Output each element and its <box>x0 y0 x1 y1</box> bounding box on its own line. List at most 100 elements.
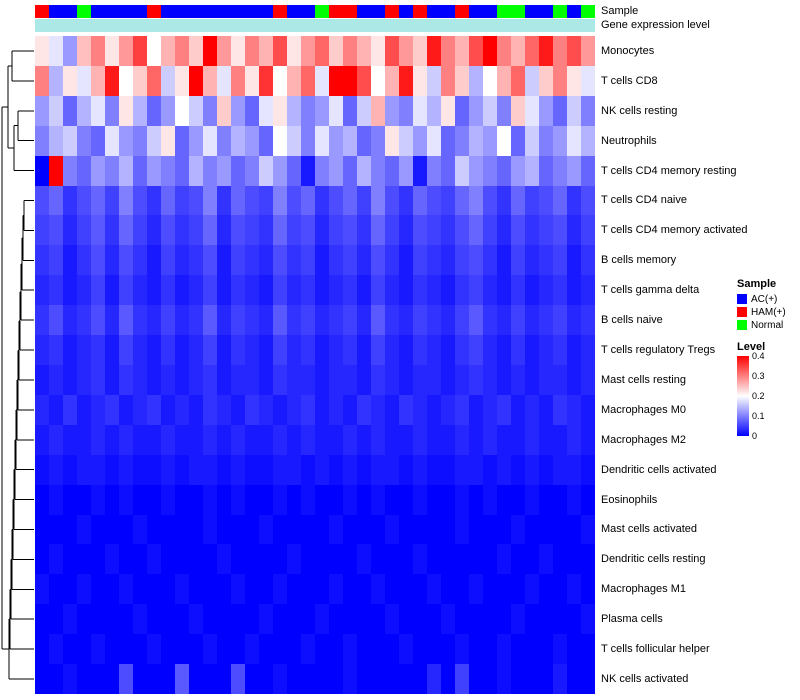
heatmap-cell <box>483 514 497 545</box>
heatmap-cell <box>259 664 273 694</box>
heatmap-cell <box>441 664 455 694</box>
heatmap-cell <box>385 424 399 455</box>
heatmap-cell <box>105 394 119 425</box>
heatmap-cell <box>427 574 441 605</box>
heatmap-cell <box>427 275 441 306</box>
heatmap-cell <box>161 36 175 66</box>
heatmap-cell <box>567 574 581 605</box>
heatmap-cell <box>105 574 119 605</box>
heatmap-cell <box>483 125 497 156</box>
heatmap-cell <box>371 215 385 246</box>
heatmap-cell <box>147 245 161 276</box>
heatmap-cell <box>287 484 301 515</box>
heatmap-cell <box>35 424 49 455</box>
heatmap-cell <box>259 364 273 395</box>
heatmap-cell <box>175 634 189 665</box>
heatmap-cell <box>147 394 161 425</box>
heatmap-cell <box>175 245 189 276</box>
heatmap-cell <box>259 574 273 605</box>
heatmap-cell <box>441 95 455 126</box>
row-label: Dendritic cells resting <box>601 553 706 566</box>
sample-group-cell <box>399 5 413 18</box>
heatmap-cell <box>133 125 147 156</box>
sample-annotation-label: Sample <box>601 5 639 17</box>
heatmap-cell <box>77 514 91 545</box>
sample-group-cell <box>497 5 511 18</box>
heatmap-cell <box>567 215 581 246</box>
heatmap-cell <box>189 514 203 545</box>
heatmap-cell <box>35 364 49 395</box>
heatmap-cell <box>49 634 63 665</box>
heatmap-cell <box>175 155 189 186</box>
heatmap-cell <box>315 185 329 216</box>
row-label: Monocytes <box>601 44 655 57</box>
heatmap-cell <box>525 95 539 126</box>
heatmap-cell <box>91 275 105 306</box>
heatmap-cell <box>343 454 357 485</box>
heatmap-cell <box>567 36 581 66</box>
heatmap-cell <box>427 424 441 455</box>
heatmap-cell <box>413 514 427 545</box>
heatmap-cell <box>441 454 455 485</box>
heatmap-cell <box>273 394 287 425</box>
heatmap-cell <box>539 364 553 395</box>
heatmap-cell <box>147 514 161 545</box>
heatmap-cell <box>497 394 511 425</box>
row-label: T cells CD4 naive <box>601 194 687 207</box>
heatmap-cell <box>119 125 133 156</box>
heatmap-cell <box>455 424 469 455</box>
heatmap-cell <box>161 544 175 575</box>
heatmap-cell <box>567 634 581 665</box>
heatmap-cell <box>245 514 259 545</box>
heatmap-cell <box>427 634 441 665</box>
heatmap-cell <box>385 305 399 336</box>
heatmap-cell <box>119 95 133 126</box>
heatmap-cell <box>203 36 217 66</box>
heatmap-cell <box>441 514 455 545</box>
heatmap-cell <box>553 394 567 425</box>
heatmap-cell <box>371 275 385 306</box>
heatmap-cell <box>539 245 553 276</box>
heatmap-cell <box>329 514 343 545</box>
level-gradient-bar <box>737 356 749 436</box>
heatmap-cell <box>427 305 441 336</box>
heatmap-cell <box>133 664 147 694</box>
heatmap-cell <box>245 215 259 246</box>
heatmap-cell <box>427 245 441 276</box>
heatmap-cell <box>581 215 595 246</box>
heatmap-cell <box>525 364 539 395</box>
row-label: T cells gamma delta <box>601 284 700 297</box>
heatmap-cell <box>469 95 483 126</box>
heatmap-cell <box>203 65 217 96</box>
heatmap-cell <box>343 484 357 515</box>
heatmap-cell <box>301 125 315 156</box>
heatmap-cell <box>399 664 413 694</box>
heatmap-cell <box>371 185 385 216</box>
heatmap-cell <box>315 335 329 365</box>
heatmap-cell <box>189 36 203 66</box>
heatmap-cell <box>133 275 147 306</box>
heatmap-cell <box>315 604 329 635</box>
heatmap-cell <box>77 634 91 665</box>
heatmap-cell <box>455 245 469 276</box>
heatmap-cell <box>553 215 567 246</box>
heatmap-cell <box>357 634 371 665</box>
heatmap-cell <box>301 544 315 575</box>
heatmap-cell <box>35 125 49 156</box>
heatmap-cell <box>553 484 567 515</box>
heatmap-cell <box>399 36 413 66</box>
heatmap-cell <box>581 454 595 485</box>
heatmap-cell <box>315 305 329 336</box>
heatmap-cell <box>343 125 357 156</box>
heatmap-cell <box>511 125 525 156</box>
row-label: Plasma cells <box>601 613 663 626</box>
heatmap-cell <box>217 394 231 425</box>
legend-color-swatch <box>737 294 747 304</box>
heatmap-cell <box>175 65 189 96</box>
sample-group-cell <box>77 5 91 18</box>
heatmap-cell <box>427 454 441 485</box>
heatmap-cell <box>119 155 133 186</box>
heatmap-cell <box>91 544 105 575</box>
heatmap-cell <box>497 364 511 395</box>
heatmap-cell <box>245 155 259 186</box>
